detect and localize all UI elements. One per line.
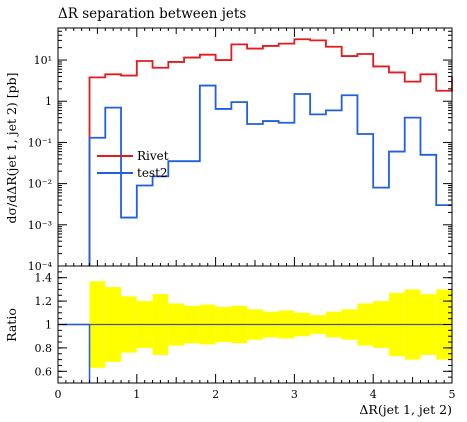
main-plot-frame xyxy=(57,27,453,267)
x-tick-label: 2 xyxy=(212,388,219,401)
series-line-test2 xyxy=(88,84,452,266)
main-series-group xyxy=(88,38,453,266)
main-y-tick-label: 10¹ xyxy=(34,54,52,67)
legend-label-rivet: Rivet xyxy=(137,149,169,163)
main-y-tick-label: 10⁻¹ xyxy=(28,136,52,149)
main-y-axis-label: dσ/dΔR(jet 1, jet 2) [pb] xyxy=(4,72,19,223)
x-axis-label: ΔR(jet 1, jet 2) xyxy=(359,402,452,417)
ratio-y-tick-label: 0.8 xyxy=(35,342,53,355)
x-tick-label: 5 xyxy=(449,388,456,401)
main-y-tick-label: 10⁻² xyxy=(28,178,52,191)
axes-group: 10¹ 1 10⁻¹ 10⁻² 10⁻³ 10⁻⁴ 0 1 2 3 4 5 0.6 0.8 1 1.2 1.4 xyxy=(28,27,456,401)
ratio-y-tick-label: 1 xyxy=(45,319,52,332)
ratio-y-axis-label: Ratio xyxy=(4,308,19,342)
ratio-y-tick-label: 1.4 xyxy=(35,272,53,285)
ratio-y-tick-label: 0.6 xyxy=(35,365,53,378)
legend-label-test2: test2 xyxy=(137,166,168,180)
main-y-tick-label: 10⁻⁴ xyxy=(28,260,53,273)
series-line-rivet xyxy=(88,38,453,266)
x-tick-label: 1 xyxy=(133,388,140,401)
x-tick-label: 0 xyxy=(55,388,62,401)
x-tick-label: 3 xyxy=(291,388,298,401)
chart-title: ΔR separation between jets xyxy=(58,6,246,22)
main-y-tick-label: 1 xyxy=(45,95,52,108)
ratio-band-group xyxy=(58,281,452,383)
x-tick-label: 4 xyxy=(370,388,377,401)
ratio-y-tick-label: 1.2 xyxy=(35,295,53,308)
legend: Rivet test2 xyxy=(97,149,169,180)
main-y-tick-label: 10⁻³ xyxy=(28,219,52,232)
